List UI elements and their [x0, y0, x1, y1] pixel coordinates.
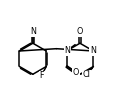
- Text: Cl: Cl: [83, 70, 91, 79]
- Text: F: F: [40, 71, 44, 80]
- Text: O: O: [73, 68, 79, 77]
- Text: N: N: [30, 27, 36, 36]
- Text: N: N: [90, 47, 96, 55]
- Text: O: O: [77, 27, 83, 36]
- Text: N: N: [64, 47, 70, 55]
